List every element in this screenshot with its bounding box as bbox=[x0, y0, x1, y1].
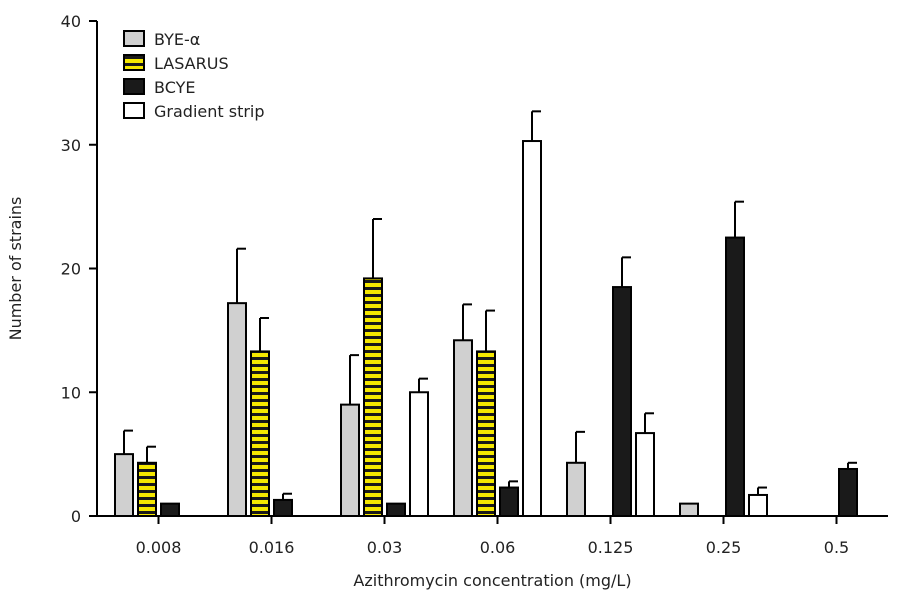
x-tick-label-1: 0.016 bbox=[249, 538, 295, 557]
bar-s2-c3 bbox=[499, 486, 519, 518]
axes: 0 10 20 30 40 0.008 0.016 0.03 0.06 0.125 0.25 0.5 bbox=[61, 12, 888, 557]
bar-s0-c4 bbox=[566, 461, 586, 518]
bar-s2-c6 bbox=[838, 467, 858, 518]
bar-s0-c0 bbox=[114, 453, 134, 517]
bar-s0-c3 bbox=[453, 339, 473, 517]
x-tick-label-0: 0.008 bbox=[136, 538, 182, 557]
bars-group bbox=[114, 110, 858, 518]
legend-label-2: BCYE bbox=[154, 78, 195, 97]
bar-s2-c1 bbox=[273, 498, 293, 518]
legend-swatch-3 bbox=[123, 102, 145, 119]
bar-s2-c4 bbox=[612, 286, 632, 517]
legend-label-3: Gradient strip bbox=[154, 102, 265, 121]
y-tick-label-2: 20 bbox=[61, 260, 81, 279]
legend: BYE-α LASARUS BCYE Gradient strip bbox=[123, 30, 265, 121]
bar-s1-c2 bbox=[363, 277, 383, 517]
bar-s2-c2 bbox=[386, 502, 406, 517]
bar-s3-c3 bbox=[522, 140, 542, 517]
x-tick-label-4: 0.125 bbox=[588, 538, 634, 557]
bar-s0-c5 bbox=[679, 502, 699, 517]
legend-label-0: BYE-α bbox=[154, 30, 200, 49]
y-tick-label-4: 40 bbox=[61, 12, 81, 31]
bar-s2-c0 bbox=[160, 502, 180, 517]
bar-s3-c4 bbox=[635, 432, 655, 517]
x-axis-title: Azithromycin concentration (mg/L) bbox=[353, 571, 631, 590]
y-axis-title: Number of strains bbox=[6, 197, 25, 341]
legend-swatch-2 bbox=[123, 78, 145, 95]
legend-swatch-0 bbox=[123, 30, 145, 47]
bar-s3-c5 bbox=[748, 493, 768, 517]
bar-s2-c5 bbox=[725, 236, 745, 517]
x-tick-label-5: 0.25 bbox=[706, 538, 742, 557]
legend-label-1: LASARUS bbox=[154, 54, 229, 73]
bar-s0-c2 bbox=[340, 403, 360, 517]
x-tick-label-2: 0.03 bbox=[367, 538, 403, 557]
bar-s1-c0 bbox=[137, 461, 157, 518]
bar-s3-c2 bbox=[409, 391, 429, 517]
legend-swatch-1 bbox=[123, 54, 145, 71]
x-tick-label-3: 0.06 bbox=[480, 538, 516, 557]
bar-s0-c1 bbox=[227, 302, 247, 517]
y-tick-label-3: 30 bbox=[61, 136, 81, 155]
y-tick-label-0: 0 bbox=[71, 507, 81, 526]
bar-s1-c3 bbox=[476, 350, 496, 517]
y-tick-label-1: 10 bbox=[61, 383, 81, 402]
bar-s1-c1 bbox=[250, 350, 270, 517]
x-tick-label-6: 0.5 bbox=[824, 538, 849, 557]
